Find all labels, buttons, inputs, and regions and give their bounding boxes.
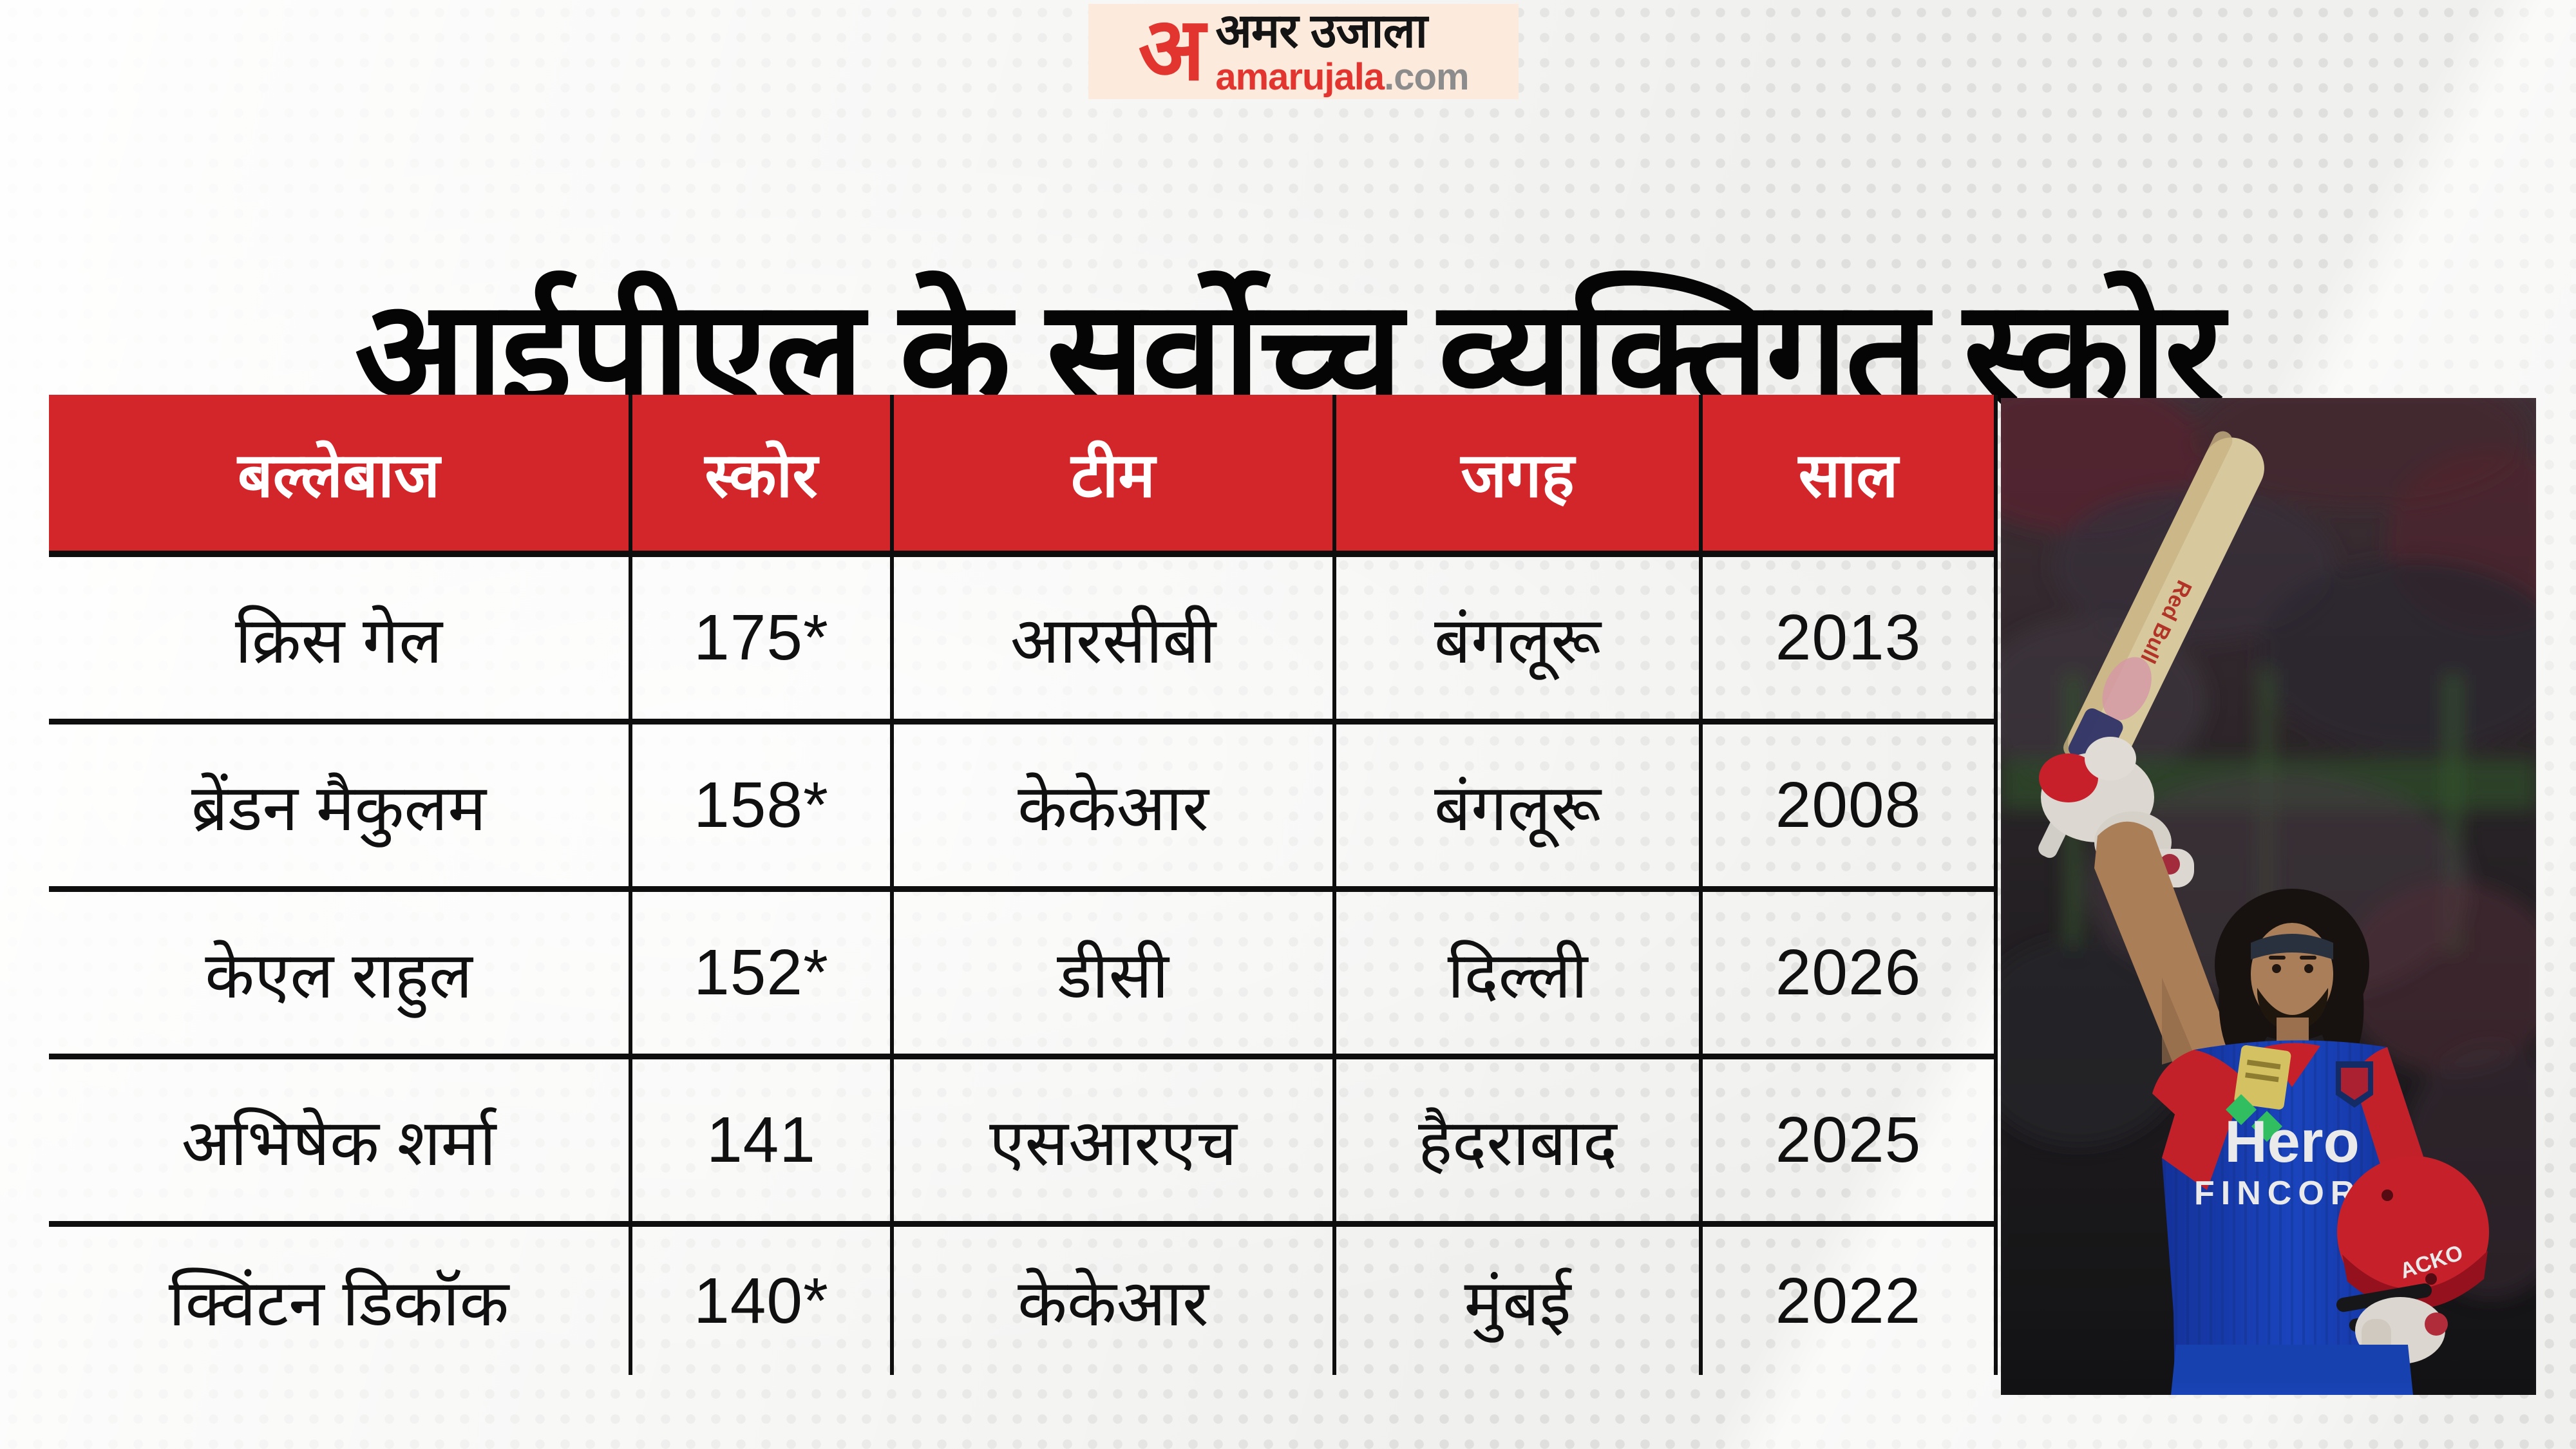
- cell-year: 2008: [1775, 769, 1922, 841]
- logo-domain: amarujala.com: [1215, 56, 1469, 98]
- table-header-row: बल्लेबाज स्कोर टीम जगह साल: [49, 395, 1994, 557]
- cell-team: आरसीबी: [894, 557, 1336, 719]
- cell-year: 2025: [1775, 1104, 1922, 1176]
- cell-place: बंगलूरू: [1336, 724, 1703, 886]
- cell-team: केकेआर: [894, 724, 1336, 886]
- amar-ujala-logo: अ अमर उजाला amarujala.com: [1088, 4, 1519, 99]
- cell-batsman: ब्रेंडन मैकुलम: [49, 724, 632, 886]
- amar-ujala-monogram-icon: अ: [1138, 0, 1206, 98]
- cell-year: 2022: [1775, 1264, 1922, 1337]
- player-photo-illustration: Red Bull: [2001, 398, 2536, 1395]
- logo-text-stack: अमर उजाला amarujala.com: [1215, 4, 1469, 98]
- photo-vignette: [2001, 398, 2536, 1395]
- cell-batsman: क्विंटन डिकॉक: [49, 1227, 632, 1375]
- header-year: साल: [1798, 440, 1899, 510]
- table-row: अभिषेक शर्मा 141 एसआरएच हैदराबाद 2025: [49, 1059, 1994, 1227]
- cell-team: डीसी: [894, 892, 1336, 1054]
- player-photo: Red Bull: [2001, 398, 2536, 1395]
- header-team: टीम: [894, 395, 1336, 551]
- cell-score: 175*: [632, 557, 894, 719]
- table-row: क्रिस गेल 175* आरसीबी बंगलूरू 2013: [49, 557, 1994, 724]
- header-batsman: बल्लेबाज: [49, 395, 632, 551]
- cell-batsman: अभिषेक शर्मा: [49, 1059, 632, 1221]
- table-row: ब्रेंडन मैकुलम 158* केकेआर बंगलूरू 2008: [49, 724, 1994, 892]
- cell-batsman: केएल राहुल: [49, 892, 632, 1054]
- cell-score: 141: [632, 1059, 894, 1221]
- cell-year: 2013: [1775, 601, 1922, 674]
- scores-table: बल्लेबाज स्कोर टीम जगह साल क्रिस गेल 175…: [49, 395, 1998, 1375]
- cell-score: 158*: [632, 724, 894, 886]
- logo-hindi-wordmark: अमर उजाला: [1215, 4, 1428, 57]
- header-place: जगह: [1336, 395, 1703, 551]
- table-row: क्विंटन डिकॉक 140* केकेआर मुंबई 2022: [49, 1227, 1994, 1375]
- cell-place: मुंबई: [1336, 1227, 1703, 1375]
- cell-team: एसआरएच: [894, 1059, 1336, 1221]
- header-score: स्कोर: [632, 395, 894, 551]
- cell-place: बंगलूरू: [1336, 557, 1703, 719]
- cell-place: दिल्ली: [1336, 892, 1703, 1054]
- cell-batsman: क्रिस गेल: [49, 557, 632, 719]
- cell-year: 2026: [1775, 936, 1922, 1009]
- cell-score: 152*: [632, 892, 894, 1054]
- logo-domain-tld: .com: [1384, 56, 1469, 98]
- cell-score: 140*: [632, 1227, 894, 1375]
- cell-team: केकेआर: [894, 1227, 1336, 1375]
- table-row: केएल राहुल 152* डीसी दिल्ली 2026: [49, 892, 1994, 1059]
- cell-place: हैदराबाद: [1336, 1059, 1703, 1221]
- logo-domain-name: amarujala: [1215, 56, 1385, 98]
